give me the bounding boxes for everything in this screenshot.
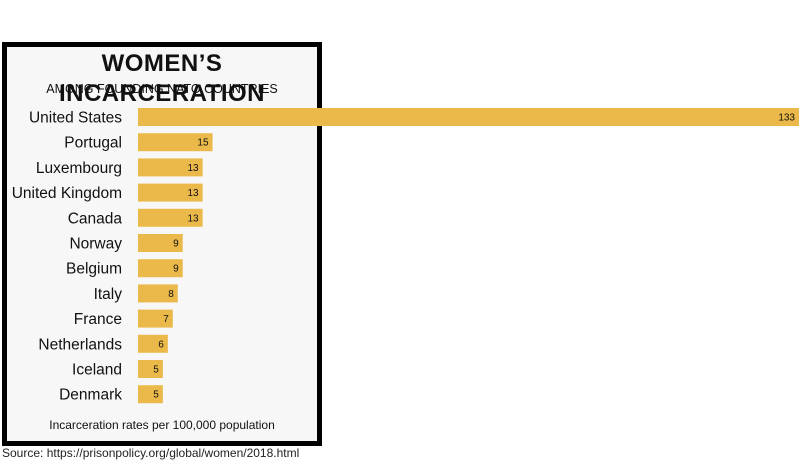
- category-label-norway: Norway: [69, 236, 122, 253]
- category-label-netherlands: Netherlands: [38, 336, 122, 353]
- bar-iceland: [138, 360, 163, 378]
- category-label-canada: Canada: [68, 210, 123, 227]
- chart-title: WOMEN’S INCARCERATION: [58, 50, 266, 107]
- bar-portugal: [138, 133, 213, 152]
- value-label-france: 7: [163, 314, 169, 325]
- category-label-united-states: United States: [29, 110, 122, 127]
- bar-luxembourg: [138, 158, 203, 177]
- value-label-norway: 9: [173, 239, 179, 250]
- bar-france: [138, 309, 173, 328]
- value-label-united-states: 133: [778, 113, 795, 124]
- value-label-portugal: 15: [197, 138, 209, 149]
- bar-denmark: [138, 385, 163, 404]
- value-label-canada: 13: [187, 213, 199, 224]
- category-label-united-kingdom: United Kingdom: [12, 185, 122, 202]
- chart-subtitle: AMONG FOUNDING NATO COUNTRIES: [46, 82, 278, 96]
- bar-belgium: [138, 259, 183, 278]
- category-label-iceland: Iceland: [72, 362, 122, 379]
- value-label-iceland: 5: [153, 365, 159, 376]
- value-label-luxembourg: 13: [187, 163, 199, 174]
- value-label-denmark: 5: [153, 390, 159, 401]
- value-label-netherlands: 6: [158, 339, 164, 350]
- bar-netherlands: [138, 334, 168, 353]
- value-label-italy: 8: [168, 289, 174, 300]
- value-label-united-kingdom: 13: [187, 188, 199, 199]
- bar-canada: [138, 208, 203, 227]
- bar-united-states: [138, 108, 799, 126]
- category-label-luxembourg: Luxembourg: [36, 160, 122, 177]
- category-label-italy: Italy: [94, 286, 123, 303]
- value-label-belgium: 9: [173, 264, 179, 275]
- bar-norway: [138, 234, 183, 252]
- bar-italy: [138, 284, 178, 303]
- source-note: Source: https://prisonpolicy.org/global/…: [2, 446, 300, 460]
- bar-united-kingdom: [138, 183, 203, 202]
- category-label-portugal: Portugal: [64, 135, 122, 152]
- category-label-france: France: [74, 311, 122, 328]
- category-label-denmark: Denmark: [59, 387, 122, 404]
- category-label-belgium: Belgium: [66, 261, 122, 278]
- x-axis-caption: Incarceration rates per 100,000 populati…: [49, 418, 275, 432]
